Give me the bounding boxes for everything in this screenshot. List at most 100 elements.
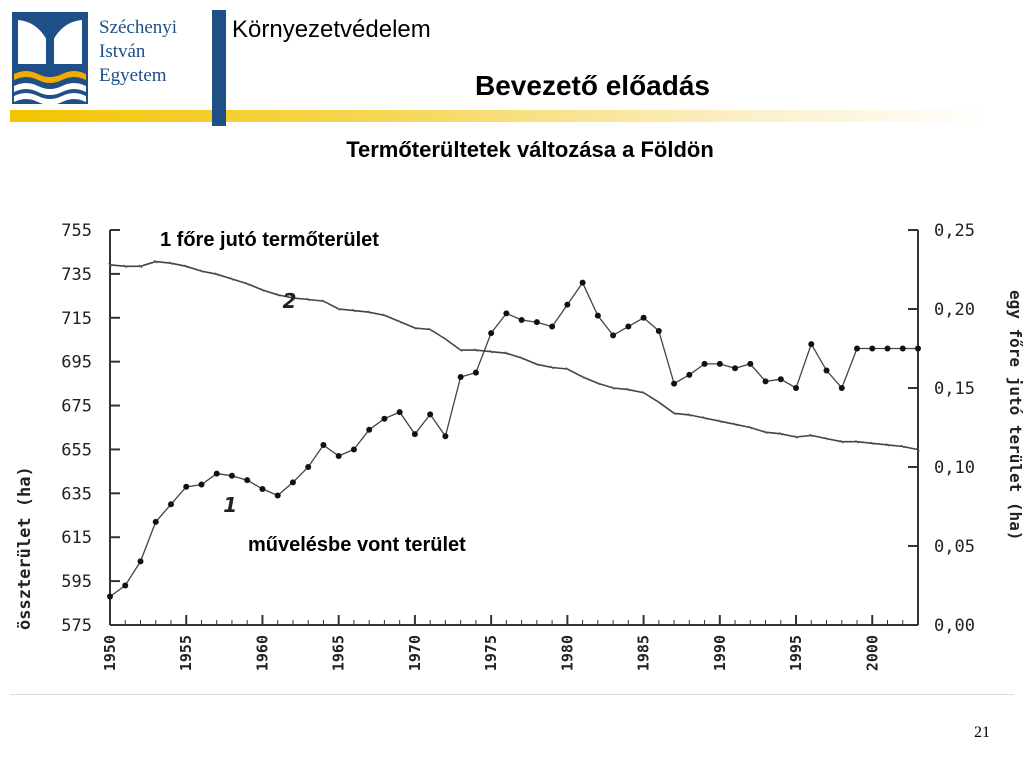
series-2-point [474,348,478,352]
series-2-point [504,351,509,356]
series-2-point [443,337,448,341]
university-name-line-3: Egyetem [99,65,167,86]
left-tick-label: 655 [61,440,92,460]
x-tick-label: 1970 [406,635,424,671]
series-2-point [199,269,204,273]
plot-frame [109,230,919,626]
series-2-point [123,264,128,269]
series-2-point [626,387,631,392]
left-tick-label: 615 [61,528,92,548]
university-name-line-1: Széchenyi [99,17,178,38]
slide-subtitle: Termőterültetek változása a Földön [346,137,714,162]
series-1-point [518,316,525,323]
series-1-point [655,327,662,334]
annotation-per-capita-area: 1 főre jutó termőterület [160,229,379,251]
series-1-point [671,380,678,387]
series-1-point [411,431,418,438]
series-1-point [472,369,479,376]
series-1-point [122,582,129,589]
series-1-point [701,360,708,367]
right-tick-label: 0,10 [934,458,975,478]
series-2-point [839,439,844,444]
x-tick-label: 1985 [635,635,653,671]
series-1-point [915,345,921,352]
series-2-point [794,435,798,439]
series-2-point [275,292,280,297]
series-1-point [564,301,571,308]
series-1-point [320,442,327,449]
series-2-point [306,297,311,302]
right-tick-label: 0,15 [934,379,975,399]
series-2-point [184,264,189,269]
series-1-point [747,360,754,367]
university-logo-icon [12,12,88,104]
series-2-point [809,433,814,438]
series-1-line [109,281,918,598]
series-2-point [535,362,539,367]
x-tick-label: 1995 [787,635,805,671]
series-1-point [107,593,113,600]
left-axis-title: összterület (ha) [15,466,35,630]
series-2-point [138,264,143,269]
right-tick-label: 0,25 [934,221,975,241]
left-tick-label: 635 [61,484,92,504]
series-2-point [291,296,295,300]
right-tick-label: 0,20 [934,300,975,320]
header-divider-bar [212,10,226,126]
series-1-point [777,376,784,383]
series-2: 2 [108,259,920,452]
series-2-point [260,288,265,292]
x-tick-label: 1955 [177,635,195,671]
series-2-point [870,441,875,446]
series-1-point [167,501,174,508]
series-2-point [169,261,173,266]
left-tick-label: 595 [61,572,92,592]
series-1-point [503,310,510,317]
annotation-cultivated-area: művelésbe vont terület [248,534,466,556]
series-1-point [381,415,388,422]
series-1-point [457,374,464,381]
footer-rule [10,694,1014,695]
left-tick-label: 675 [61,397,92,417]
series-1-point [823,367,830,374]
series-2-point [656,400,661,405]
left-axis: 575 595 615 635 655 675 695 715 735 755 [61,221,120,636]
series-2-point [611,386,615,390]
series-2-point [641,390,646,395]
series-2-line [109,260,919,451]
series-2-point [824,436,829,441]
series-2-point [413,326,417,330]
series-1-point [869,345,876,352]
series-2-point [885,443,890,447]
series-2-point [717,419,722,424]
series-2-point [367,310,372,315]
x-tick-label: 1960 [253,635,271,671]
series-1-point [213,470,220,477]
right-tick-label: 0,05 [934,537,975,557]
left-tick-label: 695 [61,353,92,373]
series-1-point [366,426,373,433]
series-1-point [442,433,449,440]
series-1-point [884,345,891,352]
series-1-point [259,485,266,492]
x-tick-label: 1950 [101,635,119,671]
series-1-point [716,360,723,367]
series-1-point [427,411,434,418]
series-2-point [733,422,737,427]
series-2-point [108,262,112,267]
series-2-point [565,367,570,371]
x-tick-label: 2000 [863,635,881,671]
left-tick-label: 575 [61,616,92,636]
university-name: Széchenyi István Egyetem [99,16,211,88]
series-2-point [489,349,493,354]
x-tick-label: 1980 [558,635,576,671]
series-1-point [793,385,800,391]
series-1-point [488,330,495,337]
series-1-point [396,409,403,416]
series-1-point [594,312,601,319]
right-axis-title: egy főre jutó terület (ha) [1006,290,1024,540]
series-2-point [702,416,707,420]
series-2-point [352,308,356,313]
series-2-point [214,272,219,277]
series-1-point [289,479,296,486]
